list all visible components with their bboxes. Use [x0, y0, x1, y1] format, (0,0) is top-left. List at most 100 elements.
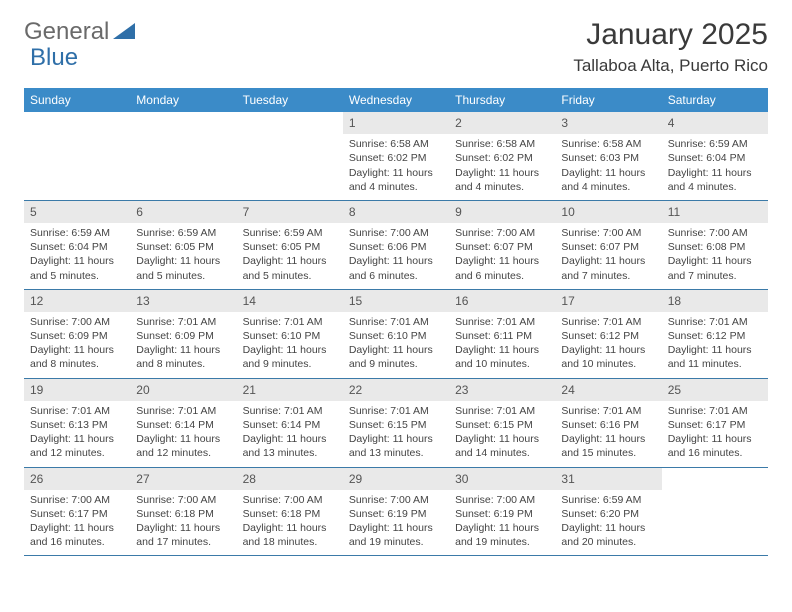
day-cell: 1Sunrise: 6:58 AMSunset: 6:02 PMDaylight…	[343, 112, 449, 200]
day-cell: 19Sunrise: 7:01 AMSunset: 6:13 PMDayligh…	[24, 379, 130, 467]
day-content: Sunrise: 7:00 AMSunset: 6:18 PMDaylight:…	[237, 490, 343, 556]
dow-header: Tuesday	[237, 88, 343, 112]
day-number: 16	[449, 290, 555, 312]
daylight-text: Daylight: 11 hours and 10 minutes.	[455, 343, 549, 371]
day-cell: 6Sunrise: 6:59 AMSunset: 6:05 PMDaylight…	[130, 201, 236, 289]
sunset-text: Sunset: 6:17 PM	[30, 507, 124, 521]
sunset-text: Sunset: 6:04 PM	[668, 151, 762, 165]
day-number: 21	[237, 379, 343, 401]
sunset-text: Sunset: 6:03 PM	[561, 151, 655, 165]
day-cell: 18Sunrise: 7:01 AMSunset: 6:12 PMDayligh…	[662, 290, 768, 378]
day-number: 9	[449, 201, 555, 223]
daylight-text: Daylight: 11 hours and 7 minutes.	[561, 254, 655, 282]
day-cell: .	[24, 112, 130, 200]
day-content: Sunrise: 7:00 AMSunset: 6:18 PMDaylight:…	[130, 490, 236, 556]
sunrise-text: Sunrise: 7:00 AM	[668, 226, 762, 240]
day-cell: 4Sunrise: 6:59 AMSunset: 6:04 PMDaylight…	[662, 112, 768, 200]
sunrise-text: Sunrise: 6:59 AM	[136, 226, 230, 240]
daylight-text: Daylight: 11 hours and 4 minutes.	[455, 166, 549, 194]
brand-text-1: General	[24, 18, 109, 46]
day-number: 8	[343, 201, 449, 223]
day-cell: 22Sunrise: 7:01 AMSunset: 6:15 PMDayligh…	[343, 379, 449, 467]
day-number: 7	[237, 201, 343, 223]
calendar: SundayMondayTuesdayWednesdayThursdayFrid…	[24, 88, 768, 556]
day-number: 27	[130, 468, 236, 490]
day-cell: 3Sunrise: 6:58 AMSunset: 6:03 PMDaylight…	[555, 112, 661, 200]
sunset-text: Sunset: 6:17 PM	[668, 418, 762, 432]
sunset-text: Sunset: 6:08 PM	[668, 240, 762, 254]
sunrise-text: Sunrise: 7:01 AM	[349, 315, 443, 329]
day-cell: 30Sunrise: 7:00 AMSunset: 6:19 PMDayligh…	[449, 468, 555, 556]
day-content: Sunrise: 6:59 AMSunset: 6:04 PMDaylight:…	[24, 223, 130, 289]
sunrise-text: Sunrise: 7:01 AM	[561, 315, 655, 329]
day-number: 19	[24, 379, 130, 401]
day-cell: 8Sunrise: 7:00 AMSunset: 6:06 PMDaylight…	[343, 201, 449, 289]
day-content: Sunrise: 7:00 AMSunset: 6:06 PMDaylight:…	[343, 223, 449, 289]
dow-header: Sunday	[24, 88, 130, 112]
week-row: 12Sunrise: 7:00 AMSunset: 6:09 PMDayligh…	[24, 290, 768, 379]
daylight-text: Daylight: 11 hours and 8 minutes.	[136, 343, 230, 371]
daylight-text: Daylight: 11 hours and 7 minutes.	[668, 254, 762, 282]
day-content: Sunrise: 6:59 AMSunset: 6:04 PMDaylight:…	[662, 134, 768, 200]
day-number: 23	[449, 379, 555, 401]
sunset-text: Sunset: 6:20 PM	[561, 507, 655, 521]
daylight-text: Daylight: 11 hours and 19 minutes.	[349, 521, 443, 549]
daylight-text: Daylight: 11 hours and 6 minutes.	[455, 254, 549, 282]
daylight-text: Daylight: 11 hours and 13 minutes.	[243, 432, 337, 460]
daylight-text: Daylight: 11 hours and 5 minutes.	[30, 254, 124, 282]
day-cell: .	[662, 468, 768, 556]
dow-header: Saturday	[662, 88, 768, 112]
sunrise-text: Sunrise: 6:58 AM	[561, 137, 655, 151]
sunrise-text: Sunrise: 7:00 AM	[455, 493, 549, 507]
day-content: Sunrise: 7:01 AMSunset: 6:12 PMDaylight:…	[662, 312, 768, 378]
day-content: Sunrise: 7:01 AMSunset: 6:09 PMDaylight:…	[130, 312, 236, 378]
day-content: Sunrise: 7:00 AMSunset: 6:08 PMDaylight:…	[662, 223, 768, 289]
sunrise-text: Sunrise: 6:58 AM	[455, 137, 549, 151]
day-number: 1	[343, 112, 449, 134]
day-number: 28	[237, 468, 343, 490]
day-content: Sunrise: 7:01 AMSunset: 6:16 PMDaylight:…	[555, 401, 661, 467]
sunset-text: Sunset: 6:07 PM	[455, 240, 549, 254]
daylight-text: Daylight: 11 hours and 17 minutes.	[136, 521, 230, 549]
daylight-text: Daylight: 11 hours and 12 minutes.	[30, 432, 124, 460]
day-cell: 27Sunrise: 7:00 AMSunset: 6:18 PMDayligh…	[130, 468, 236, 556]
sunset-text: Sunset: 6:12 PM	[668, 329, 762, 343]
day-content: Sunrise: 6:58 AMSunset: 6:03 PMDaylight:…	[555, 134, 661, 200]
sunset-text: Sunset: 6:15 PM	[455, 418, 549, 432]
day-number: 2	[449, 112, 555, 134]
sunrise-text: Sunrise: 7:01 AM	[668, 315, 762, 329]
day-cell: 25Sunrise: 7:01 AMSunset: 6:17 PMDayligh…	[662, 379, 768, 467]
day-number: 17	[555, 290, 661, 312]
day-content: Sunrise: 6:58 AMSunset: 6:02 PMDaylight:…	[343, 134, 449, 200]
day-number: 12	[24, 290, 130, 312]
day-number: 6	[130, 201, 236, 223]
day-content: Sunrise: 7:00 AMSunset: 6:07 PMDaylight:…	[449, 223, 555, 289]
sunrise-text: Sunrise: 7:00 AM	[136, 493, 230, 507]
sunrise-text: Sunrise: 7:01 AM	[30, 404, 124, 418]
daylight-text: Daylight: 11 hours and 4 minutes.	[668, 166, 762, 194]
dow-header-row: SundayMondayTuesdayWednesdayThursdayFrid…	[24, 88, 768, 112]
sunset-text: Sunset: 6:19 PM	[455, 507, 549, 521]
brand-text-2: Blue	[30, 44, 78, 72]
day-content: Sunrise: 7:01 AMSunset: 6:14 PMDaylight:…	[130, 401, 236, 467]
sunrise-text: Sunrise: 7:01 AM	[243, 315, 337, 329]
sunrise-text: Sunrise: 7:01 AM	[136, 404, 230, 418]
day-content: Sunrise: 7:01 AMSunset: 6:10 PMDaylight:…	[343, 312, 449, 378]
brand-logo: General	[24, 18, 137, 46]
day-cell: 14Sunrise: 7:01 AMSunset: 6:10 PMDayligh…	[237, 290, 343, 378]
day-cell: 2Sunrise: 6:58 AMSunset: 6:02 PMDaylight…	[449, 112, 555, 200]
daylight-text: Daylight: 11 hours and 9 minutes.	[349, 343, 443, 371]
day-cell: 11Sunrise: 7:00 AMSunset: 6:08 PMDayligh…	[662, 201, 768, 289]
sunrise-text: Sunrise: 6:58 AM	[349, 137, 443, 151]
day-cell: 21Sunrise: 7:01 AMSunset: 6:14 PMDayligh…	[237, 379, 343, 467]
day-cell: 12Sunrise: 7:00 AMSunset: 6:09 PMDayligh…	[24, 290, 130, 378]
day-content: Sunrise: 7:01 AMSunset: 6:12 PMDaylight:…	[555, 312, 661, 378]
day-number: 4	[662, 112, 768, 134]
day-content: Sunrise: 7:00 AMSunset: 6:19 PMDaylight:…	[449, 490, 555, 556]
sunrise-text: Sunrise: 7:01 AM	[243, 404, 337, 418]
sunset-text: Sunset: 6:06 PM	[349, 240, 443, 254]
dow-header: Wednesday	[343, 88, 449, 112]
day-content: Sunrise: 7:01 AMSunset: 6:15 PMDaylight:…	[343, 401, 449, 467]
day-content: Sunrise: 7:01 AMSunset: 6:15 PMDaylight:…	[449, 401, 555, 467]
daylight-text: Daylight: 11 hours and 11 minutes.	[668, 343, 762, 371]
